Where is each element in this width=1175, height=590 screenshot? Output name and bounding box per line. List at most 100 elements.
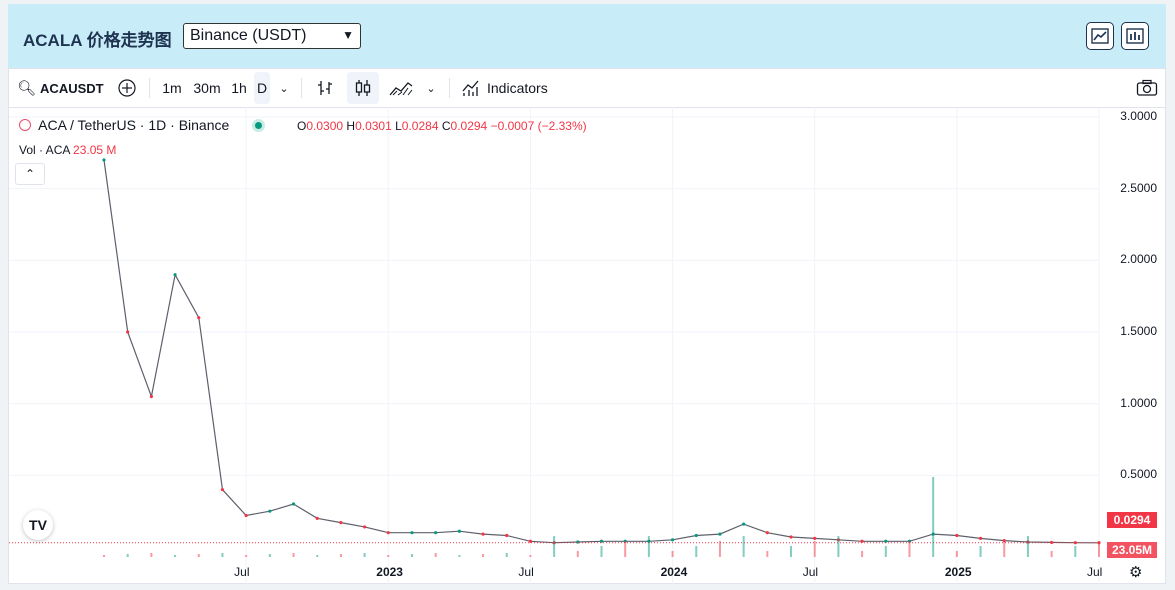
volume-bar (363, 553, 366, 557)
price-point (434, 531, 438, 535)
volume-bar (1050, 551, 1053, 557)
low-key: L (395, 119, 402, 133)
interval-1m[interactable]: 1m (162, 80, 182, 96)
exchange-select[interactable]: Binance (USDT) ▼ (183, 23, 361, 49)
price-point (339, 521, 343, 525)
open-key: O (297, 119, 307, 133)
volume-bar (718, 541, 721, 557)
price-point (576, 540, 580, 544)
camera-icon (1136, 79, 1158, 96)
x-tick-label: Jul (802, 565, 819, 579)
symbol-description: ACA / TetherUS · 1D · Binance (38, 117, 230, 133)
volume-bar (529, 555, 532, 557)
price-point (291, 502, 296, 506)
price-point (126, 330, 130, 334)
indicators-icon (462, 80, 479, 96)
volume-bar (174, 555, 177, 557)
y-tick-label: 3.0000 (1120, 109, 1157, 123)
exchange-select-value: Binance (USDT) (190, 27, 307, 44)
volume-bar (766, 551, 769, 557)
volume-bar (955, 551, 958, 557)
interval-1h[interactable]: 1h (231, 80, 247, 96)
volume-bar (245, 555, 248, 557)
price-point (220, 488, 225, 492)
price-point (670, 538, 675, 542)
interval-30m[interactable]: 30m (193, 80, 221, 96)
price-point (978, 536, 983, 540)
y-tick-label: 0.5000 (1120, 467, 1157, 482)
volume-bar (837, 536, 840, 557)
last-price-badge: 0.0294 (1107, 512, 1157, 528)
price-point (860, 539, 864, 543)
price-point (599, 539, 604, 543)
add-symbol-icon (118, 79, 136, 97)
price-point (410, 531, 414, 535)
open-value: 0.0300 (306, 119, 344, 133)
volume-bar (1003, 541, 1006, 557)
x-tick-label: Jul (234, 565, 250, 579)
volume-label: Vol · ACA (19, 143, 70, 157)
chart-type-dropdown-icon[interactable]: ⌄ (426, 82, 436, 95)
snapshot-button[interactable] (1135, 69, 1159, 107)
tradingview-logo-icon[interactable]: TV (23, 510, 53, 540)
chart-widget: 🔍︎ ACAUSDT 1m 30m 1h D ⌄ ⌄ Indicators (8, 68, 1166, 585)
price-point (457, 529, 461, 533)
ohlc-bars-icon (318, 81, 332, 95)
price-point (528, 539, 533, 543)
volume-bar (268, 554, 271, 557)
price-point (765, 531, 769, 535)
price-chart-plot[interactable] (9, 107, 1165, 585)
price-point (884, 539, 888, 543)
aca-logo-icon (19, 119, 31, 131)
volume-bar (600, 546, 603, 557)
y-tick-label: 2.0000 (1120, 252, 1157, 267)
volume-bar (932, 477, 935, 557)
volume-bar (292, 553, 295, 557)
divider (149, 78, 150, 98)
price-point (955, 533, 959, 538)
ohlc-values: O0.0300 H0.0301 L0.0284 C0.0294 −0.0007 … (297, 119, 587, 133)
volume-bar (884, 546, 887, 557)
volume-bar (1074, 546, 1077, 557)
price-point (268, 509, 272, 513)
line-chart-button[interactable] (1086, 22, 1114, 50)
bar-chart-icon (1126, 28, 1144, 44)
divider (449, 78, 450, 98)
volume-bar (103, 555, 105, 557)
price-series-line (103, 159, 1100, 544)
bar-style-button[interactable] (313, 69, 337, 107)
symbol-search[interactable]: 🔍︎ ACAUSDT (17, 69, 104, 107)
interval-dropdown-icon[interactable]: ⌄ (279, 82, 289, 95)
price-point (694, 533, 698, 538)
indicators-button[interactable]: Indicators (461, 69, 557, 107)
area-style-button[interactable] (387, 69, 415, 107)
high-value: 0.0301 (355, 119, 392, 133)
change-value: −0.0007 (−2.33%) (490, 119, 587, 133)
x-tick-label: 2023 (376, 565, 403, 579)
compare-button[interactable] (115, 69, 139, 107)
price-point (244, 513, 248, 518)
settings-gear-icon[interactable]: ⚙ (1129, 564, 1143, 581)
search-icon: 🔍︎ (17, 80, 37, 97)
last-volume-badge: 23.05M (1107, 542, 1157, 558)
price-point (481, 532, 485, 536)
volume-bar (908, 541, 911, 557)
price-point (1073, 541, 1077, 545)
x-tick-label: Jul (518, 565, 534, 579)
candlestick-icon (355, 80, 371, 96)
candles-button[interactable] (347, 72, 379, 104)
price-point (315, 516, 319, 520)
x-tick-label: Jul (1087, 565, 1103, 579)
volume-bar (126, 554, 129, 557)
volume-legend: Vol · ACA 23.05 M (19, 143, 116, 157)
volume-bar (647, 536, 650, 557)
bar-chart-button[interactable] (1121, 22, 1149, 50)
volume-bar (197, 554, 200, 557)
volume-bar (505, 553, 508, 557)
price-point (718, 532, 722, 536)
y-tick-label: 2.5000 (1120, 180, 1157, 195)
interval-d[interactable]: D (254, 72, 270, 104)
price-point (386, 531, 390, 535)
collapse-legend-button[interactable]: ⌃ (15, 163, 45, 185)
chart-toolbar: 🔍︎ ACAUSDT 1m 30m 1h D ⌄ ⌄ Indicators (9, 69, 1165, 108)
